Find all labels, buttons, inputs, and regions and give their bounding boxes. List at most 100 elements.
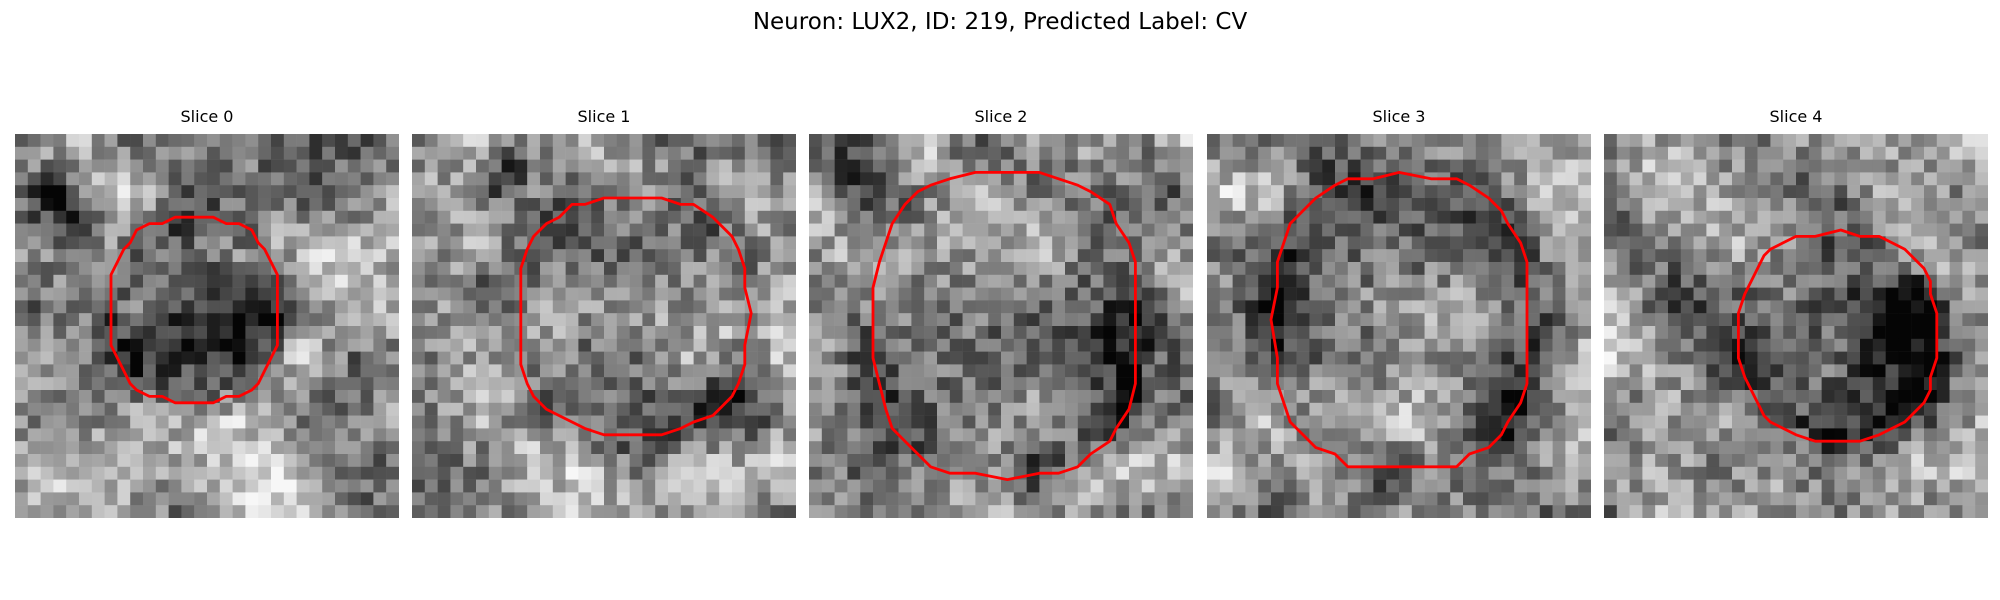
pixel [834, 287, 848, 301]
pixel [1539, 134, 1553, 148]
pixel [1488, 262, 1502, 276]
pixel [1898, 326, 1912, 340]
pixel [450, 338, 464, 352]
pixel [552, 262, 566, 276]
pixel [258, 223, 272, 237]
pixel [53, 172, 67, 186]
pixel [219, 198, 233, 212]
pixel [1167, 262, 1181, 276]
pixel [373, 402, 387, 416]
pixel [258, 402, 272, 416]
pixel [1373, 466, 1387, 480]
pixel [1565, 351, 1579, 365]
pixel [232, 338, 246, 352]
pixel [1373, 390, 1387, 404]
pixel [1167, 249, 1181, 263]
pixel [668, 441, 682, 455]
pixel [219, 377, 233, 391]
pixel [1013, 364, 1027, 378]
pixel [668, 172, 682, 186]
pixel [1821, 428, 1835, 442]
pixel [1322, 364, 1336, 378]
pixel [1437, 198, 1451, 212]
pixel [1668, 326, 1682, 340]
pixel [578, 134, 592, 148]
pixel [296, 146, 310, 160]
pixel [1026, 134, 1040, 148]
pixel [668, 223, 682, 237]
pixel [1039, 300, 1053, 314]
pixel [1026, 185, 1040, 199]
pixel [706, 364, 720, 378]
pixel [194, 428, 208, 442]
pixel [680, 466, 694, 480]
pixel [744, 466, 758, 480]
pixel [732, 402, 746, 416]
pixel [1783, 198, 1797, 212]
pixel [1450, 441, 1464, 455]
pixel [1578, 146, 1591, 160]
pixel [501, 505, 515, 518]
pixel [1296, 185, 1310, 199]
pixel [1604, 441, 1618, 455]
pixel [642, 338, 656, 352]
pixel [450, 172, 464, 186]
pixel [1258, 172, 1272, 186]
pixel [898, 223, 912, 237]
pixel [488, 134, 502, 148]
pixel [1232, 441, 1246, 455]
pixel [1052, 249, 1066, 263]
pixel [53, 223, 67, 237]
pixel [1783, 326, 1797, 340]
pixel [1052, 146, 1066, 160]
pixel [1834, 134, 1848, 148]
pixel [1245, 159, 1259, 173]
pixel [1936, 326, 1950, 340]
pixel [283, 185, 297, 199]
pixel [1565, 479, 1579, 493]
pixel [437, 505, 451, 518]
pixel [1463, 415, 1477, 429]
pixel [1335, 146, 1349, 160]
pixel [1783, 364, 1797, 378]
pixel [40, 492, 54, 506]
pixel [1783, 274, 1797, 288]
pixel [1258, 351, 1272, 365]
pixel [207, 505, 221, 518]
pixel [1604, 159, 1618, 173]
pixel [501, 415, 515, 429]
pixel [1245, 146, 1259, 160]
pixel [1386, 351, 1400, 365]
pixel [1399, 262, 1413, 276]
pixel [1373, 159, 1387, 173]
pixel [15, 300, 29, 314]
pixel [591, 390, 605, 404]
pixel [1167, 364, 1181, 378]
pixel [117, 402, 131, 416]
pixel [527, 287, 541, 301]
pixel [1399, 466, 1413, 480]
pixel [565, 377, 579, 391]
pixel [91, 492, 105, 506]
pixel [168, 466, 182, 480]
pixel [1450, 338, 1464, 352]
pixel [1642, 377, 1656, 391]
pixel [565, 351, 579, 365]
pixel [540, 454, 554, 468]
pixel [1808, 159, 1822, 173]
pixel [181, 364, 195, 378]
pixel [924, 364, 938, 378]
pixel [668, 466, 682, 480]
pixel [770, 377, 784, 391]
pixel [1411, 326, 1425, 340]
pixel [1821, 159, 1835, 173]
pixel [1437, 428, 1451, 442]
pixel [258, 390, 272, 404]
pixel [1103, 274, 1117, 288]
pixel [591, 287, 605, 301]
pixel [79, 338, 93, 352]
pixel [40, 274, 54, 288]
pixel [1872, 415, 1886, 429]
pixel [168, 274, 182, 288]
pixel [1296, 390, 1310, 404]
